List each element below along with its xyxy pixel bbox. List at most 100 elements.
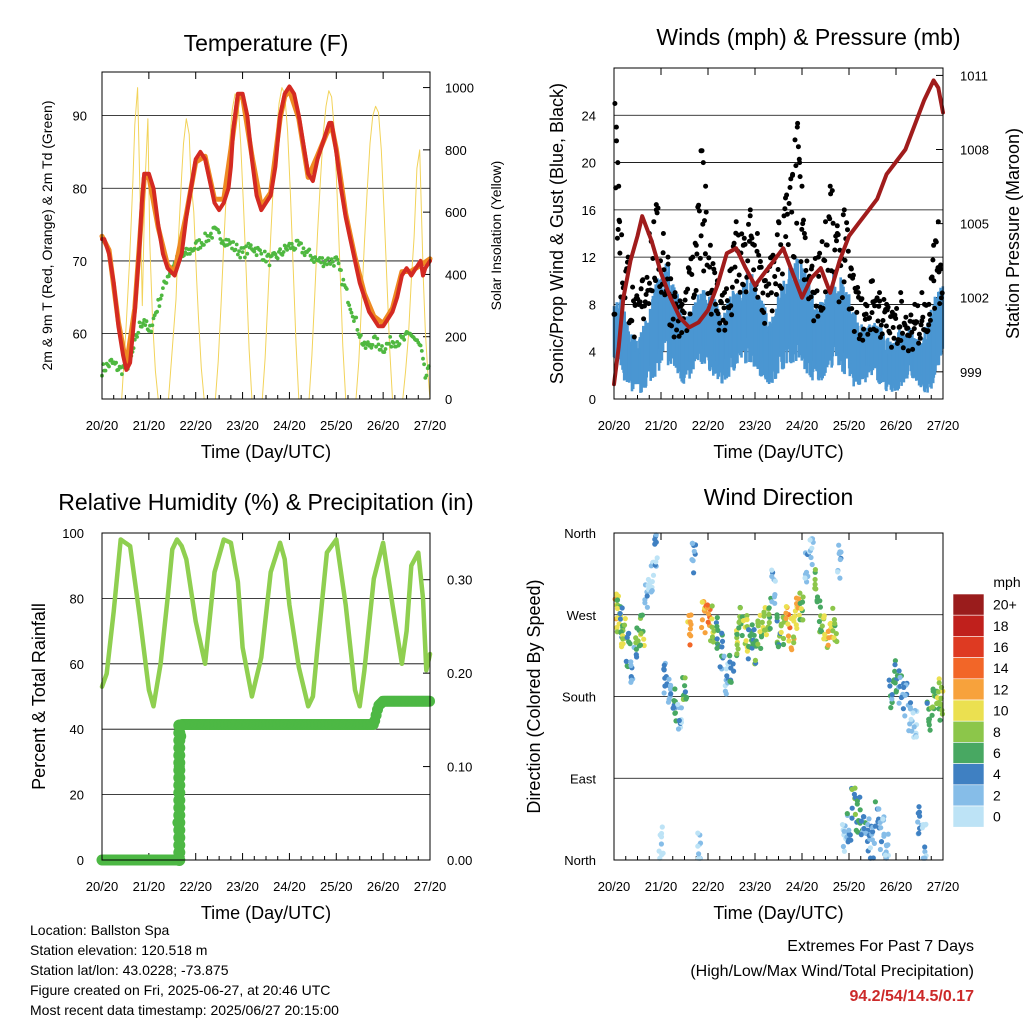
legend-swatch [952, 593, 985, 616]
station-location: Location: Ballston Spa [30, 922, 170, 938]
gust-point [762, 320, 768, 326]
direction-point [785, 633, 792, 639]
legend-label: 12 [993, 681, 1009, 697]
gust-point [925, 328, 931, 334]
direction-point [721, 653, 727, 659]
gust-point [867, 315, 872, 321]
gust-point [696, 208, 702, 214]
gust-point [672, 290, 678, 296]
direction-point [668, 682, 674, 689]
dewpoint-point [402, 337, 407, 342]
gust-point [665, 261, 671, 267]
direction-point [800, 594, 806, 600]
direction-point [713, 620, 720, 626]
direction-point [892, 662, 898, 668]
dewpoint-point [243, 255, 247, 260]
direction-point [751, 632, 757, 638]
y-tick-label: 12 [582, 250, 596, 265]
gust-point [801, 231, 807, 236]
dewpoint-point [391, 341, 396, 345]
dewpoint-point [164, 281, 169, 285]
gust-point [813, 303, 819, 309]
gust-point [790, 171, 796, 177]
dewpoint-point [312, 260, 316, 264]
direction-point [830, 605, 836, 611]
direction-point [878, 839, 885, 845]
direction-point [797, 590, 803, 596]
direction-point [900, 706, 907, 712]
dewpoint-point [332, 264, 336, 268]
x-tick-label: 22/20 [692, 879, 725, 894]
gust-point [926, 301, 932, 307]
direction-point [682, 689, 689, 695]
gust-point [614, 235, 620, 241]
direction-point [730, 661, 736, 667]
gust-point [931, 242, 937, 248]
direction-point [724, 673, 730, 679]
dewpoint-point [347, 303, 352, 307]
direction-point [886, 677, 892, 683]
direction-point [841, 848, 848, 854]
gust-point [877, 290, 882, 296]
dewpoint-point [217, 230, 222, 235]
dewpoint-point [139, 324, 144, 329]
direction-point [919, 825, 926, 831]
gust-point [834, 231, 840, 236]
legend-swatch [952, 699, 985, 722]
gust-point [737, 289, 743, 295]
gust-point [938, 266, 944, 272]
gust-point [745, 258, 751, 264]
direction-point [699, 599, 705, 605]
x-tick-label: 27/20 [414, 879, 447, 894]
gust-point [642, 303, 647, 309]
direction-point [832, 620, 838, 627]
dewpoint-point [155, 309, 160, 314]
gust-point [879, 331, 885, 337]
gust-point [827, 216, 833, 222]
direction-point [867, 845, 874, 851]
direction-point [719, 638, 726, 645]
direction-point [766, 619, 772, 626]
gust-point [637, 299, 643, 305]
gust-point [808, 294, 814, 300]
direction-point [617, 616, 624, 622]
direction-point [798, 606, 804, 612]
gust-point [647, 280, 652, 286]
gust-point [881, 297, 887, 302]
y-tick-label: 20 [582, 156, 596, 171]
dewpoint-point [299, 241, 303, 246]
panel-title: Relative Humidity (%) & Precipitation (i… [58, 489, 473, 515]
dewpoint-point [424, 373, 429, 378]
gust-point [653, 207, 659, 213]
legend-label: 14 [993, 660, 1009, 676]
gust-point [823, 289, 828, 295]
direction-point [635, 638, 641, 644]
direction-point [898, 694, 905, 701]
legend-swatch [952, 657, 985, 680]
direction-point [629, 677, 635, 683]
direction-point [861, 814, 867, 820]
direction-point [751, 627, 757, 633]
direction-point [804, 579, 810, 585]
direction-point [783, 610, 789, 616]
x-axis-label: Time (Day/UTC) [713, 903, 843, 923]
legend-label: 10 [993, 703, 1009, 719]
gust-point [768, 290, 774, 296]
gust-point [927, 317, 933, 323]
direction-point [682, 675, 688, 681]
direction-point [749, 622, 755, 628]
gust-point [690, 254, 696, 260]
gust-point [916, 331, 922, 337]
direction-point [794, 625, 800, 632]
gust-point [698, 148, 704, 154]
direction-point [896, 700, 902, 706]
direction-point [821, 613, 827, 619]
direction-point [849, 805, 855, 811]
direction-point [638, 630, 644, 637]
gust-point [811, 318, 817, 324]
gust-point [722, 327, 728, 333]
dewpoint-point [383, 347, 388, 351]
direction-point [670, 705, 676, 711]
gust-point [773, 292, 779, 297]
direction-point [852, 811, 859, 818]
